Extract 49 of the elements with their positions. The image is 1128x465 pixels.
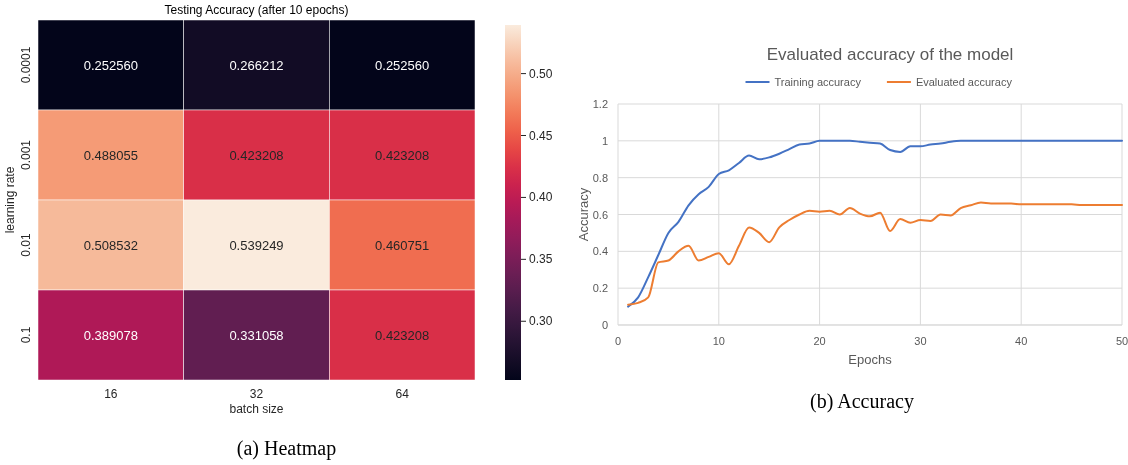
data-label: 0.252560 <box>375 58 430 73</box>
y-tick-label: 0.1 <box>19 326 33 344</box>
chart-title: Testing Accuracy (after 10 epochs) <box>164 3 349 17</box>
color-bar-label: 0.50 <box>529 66 553 81</box>
y-tick-label: 1 <box>601 134 608 147</box>
y-tick-label: 0.4 <box>592 245 608 258</box>
data-label: 0.460751 <box>375 238 430 253</box>
color-bar-label: 0.40 <box>529 190 553 205</box>
y-axis-title: Accuracy <box>576 187 591 242</box>
legend-label: Evaluated accuracy <box>915 76 1013 88</box>
data-label: 0.508532 <box>83 238 138 253</box>
data-label: 0.331058 <box>229 328 284 343</box>
x-tick-label: 16 <box>104 387 118 401</box>
text: (b) Accuracy <box>810 390 914 413</box>
x-tick-label: 10 <box>712 335 725 347</box>
x-tick-label: 50 <box>1115 335 1128 347</box>
data-label: 0.488055 <box>83 148 138 163</box>
data-label: 0.252560 <box>83 58 138 73</box>
data-label: 0.423208 <box>375 148 430 163</box>
data-label: 0.423208 <box>375 328 430 343</box>
data-label: 0.389078 <box>83 328 138 343</box>
y-tick-label: 0.2 <box>592 282 608 295</box>
x-tick-label: 40 <box>1015 335 1028 347</box>
text: (a) Heatmap <box>236 437 337 460</box>
x-axis-title: batch size <box>229 402 284 416</box>
x-tick-label: 20 <box>813 335 826 347</box>
y-tick-label: 0.8 <box>592 171 608 184</box>
data-label: 0.266212 <box>229 58 284 73</box>
y-tick-label: 0.01 <box>19 233 33 257</box>
x-tick-label: 30 <box>914 335 927 347</box>
x-axis-title: Epochs <box>848 352 893 367</box>
y-axis-title: learning rate <box>3 166 17 234</box>
legend-label: Training accuracy <box>774 76 862 88</box>
y-tick-label: 1.2 <box>592 98 608 110</box>
x-tick-label: 0 <box>614 335 622 347</box>
y-tick-label: 0.001 <box>19 139 33 171</box>
color-bar-label: 0.45 <box>529 128 553 143</box>
y-tick-label: 0.6 <box>592 208 608 221</box>
data-label: 0.539249 <box>229 238 284 253</box>
x-tick-label: 32 <box>249 387 264 401</box>
chart-title: Evaluated accuracy of the model <box>766 45 1014 64</box>
line-series <box>627 201 1123 306</box>
data-label: 0.423208 <box>229 148 284 163</box>
color-bar-label: 0.35 <box>529 252 553 267</box>
x-tick-label: 64 <box>395 387 410 401</box>
y-tick-label: 0.0001 <box>19 46 33 84</box>
color-bar-label: 0.30 <box>529 314 553 329</box>
line-series <box>627 139 1123 308</box>
y-tick-label: 0 <box>601 319 608 331</box>
